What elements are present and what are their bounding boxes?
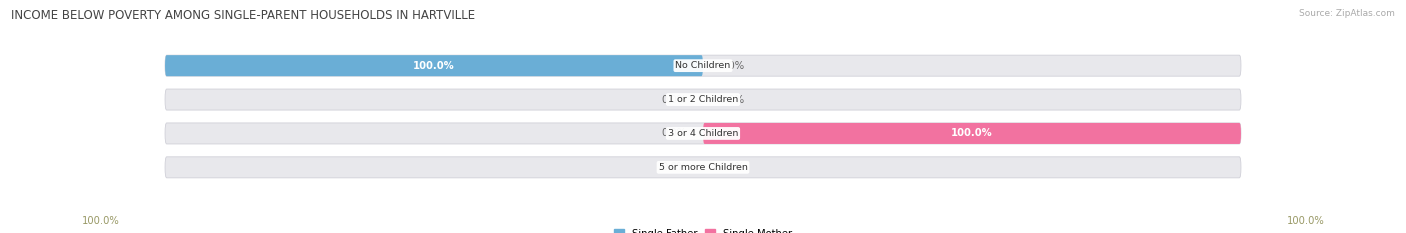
FancyBboxPatch shape <box>165 55 703 76</box>
Text: 0.0%: 0.0% <box>718 162 744 172</box>
FancyBboxPatch shape <box>165 89 1241 110</box>
Text: 0.0%: 0.0% <box>718 95 744 105</box>
Text: No Children: No Children <box>675 61 731 70</box>
Text: Source: ZipAtlas.com: Source: ZipAtlas.com <box>1299 9 1395 18</box>
Legend: Single Father, Single Mother: Single Father, Single Mother <box>610 225 796 233</box>
FancyBboxPatch shape <box>165 157 1241 178</box>
FancyBboxPatch shape <box>703 123 1241 144</box>
Text: 100.0%: 100.0% <box>950 128 993 138</box>
Text: 3 or 4 Children: 3 or 4 Children <box>668 129 738 138</box>
Text: 0.0%: 0.0% <box>662 95 688 105</box>
Text: 0.0%: 0.0% <box>718 61 744 71</box>
FancyBboxPatch shape <box>165 55 1241 76</box>
Text: 100.0%: 100.0% <box>82 216 120 226</box>
Text: 100.0%: 100.0% <box>1286 216 1324 226</box>
Text: 100.0%: 100.0% <box>413 61 456 71</box>
Text: INCOME BELOW POVERTY AMONG SINGLE-PARENT HOUSEHOLDS IN HARTVILLE: INCOME BELOW POVERTY AMONG SINGLE-PARENT… <box>11 9 475 22</box>
Text: 0.0%: 0.0% <box>662 162 688 172</box>
Text: 5 or more Children: 5 or more Children <box>658 163 748 172</box>
Text: 0.0%: 0.0% <box>662 128 688 138</box>
Text: 1 or 2 Children: 1 or 2 Children <box>668 95 738 104</box>
FancyBboxPatch shape <box>165 123 1241 144</box>
